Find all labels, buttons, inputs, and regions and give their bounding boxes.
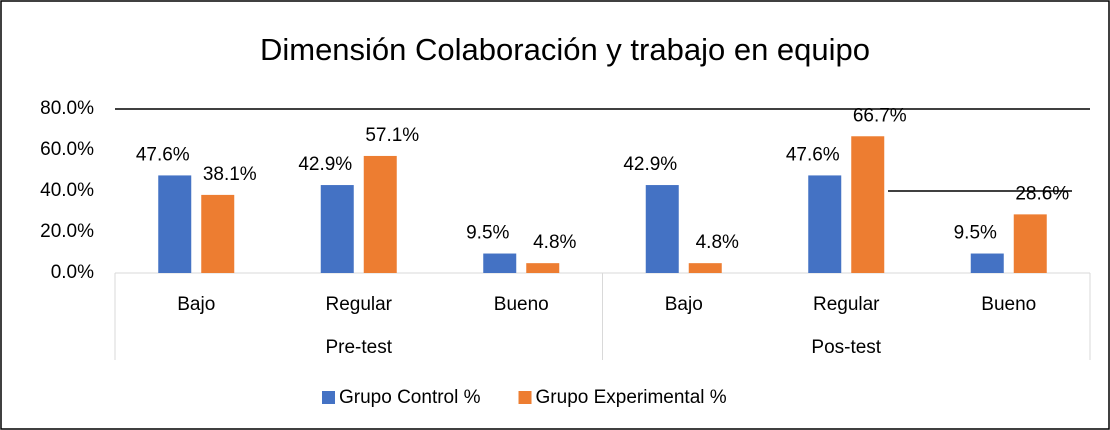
- bar: [201, 194, 235, 273]
- bar: [526, 263, 560, 273]
- bar: [851, 136, 885, 273]
- data-label: 42.9%: [298, 154, 352, 175]
- x-tick-label: Bueno: [494, 294, 549, 315]
- data-label: 38.1%: [203, 164, 257, 185]
- bar: [808, 175, 842, 273]
- chart-title: Dimensión Colaboración y trabajo en equi…: [260, 32, 870, 67]
- y-tick-label: 20.0%: [40, 221, 94, 242]
- legend-swatch: [322, 391, 335, 404]
- x-tick-label: Bajo: [665, 294, 703, 315]
- data-label: 47.6%: [136, 144, 190, 165]
- data-label: 9.5%: [954, 223, 997, 244]
- data-label: 66.7%: [853, 105, 907, 126]
- data-label: 47.6%: [786, 144, 840, 165]
- data-label: 4.8%: [533, 232, 576, 253]
- bar: [645, 185, 679, 273]
- bar: [320, 185, 354, 273]
- x-tick-label: Bueno: [981, 294, 1036, 315]
- data-label: 42.9%: [623, 154, 677, 175]
- y-tick-label: 80.0%: [40, 98, 94, 119]
- legend-label: Grupo Control %: [339, 387, 481, 408]
- group-label: Pos-test: [811, 337, 881, 358]
- data-label: 9.5%: [466, 223, 509, 244]
- bar: [970, 253, 1004, 273]
- group-label: Pre-test: [325, 337, 392, 358]
- x-tick-label: Regular: [813, 294, 880, 315]
- data-label: 57.1%: [365, 125, 419, 146]
- data-label: 28.6%: [1015, 183, 1069, 204]
- bar: [363, 155, 397, 273]
- y-tick-label: 0.0%: [51, 262, 94, 283]
- x-tick-label: Bajo: [177, 294, 215, 315]
- bar: [688, 263, 722, 273]
- y-tick-label: 60.0%: [40, 139, 94, 160]
- x-tick-label: Regular: [325, 294, 392, 315]
- bar: [1013, 214, 1047, 273]
- legend-label: Grupo Experimental %: [536, 387, 727, 408]
- y-tick-label: 40.0%: [40, 180, 94, 201]
- data-label: 4.8%: [696, 232, 739, 253]
- bar: [483, 253, 517, 273]
- legend-swatch: [518, 391, 532, 404]
- bar: [158, 175, 192, 273]
